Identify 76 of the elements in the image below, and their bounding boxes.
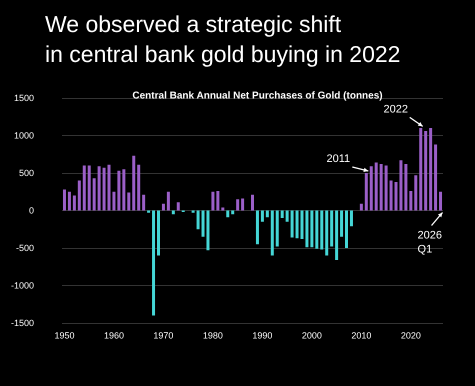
annotation: 2022 [383, 103, 408, 116]
bar [112, 192, 116, 210]
bar [216, 191, 220, 210]
bar [399, 160, 402, 210]
bar [300, 210, 304, 239]
x-tick-label: 1990 [252, 330, 272, 340]
bar [335, 210, 338, 260]
x-tick-label: 2010 [351, 330, 372, 340]
bar [122, 169, 126, 210]
bar [384, 166, 388, 210]
chart-title: We observed a strategic shift in central bank gold buying in 2022 [45, 11, 400, 67]
y-tick-label: -1500 [10, 318, 34, 328]
bar [434, 144, 438, 210]
bar [439, 192, 442, 210]
bar [72, 196, 76, 210]
y-tick-label: 1500 [14, 93, 34, 103]
bar [286, 210, 289, 222]
bar [350, 210, 353, 226]
bar [156, 210, 160, 256]
bar [345, 210, 348, 248]
bar [206, 210, 210, 250]
x-tick-label: 1980 [202, 330, 223, 340]
bar [202, 210, 205, 237]
bar [280, 210, 284, 218]
y-tick-label: 1000 [14, 130, 34, 140]
bar [196, 210, 200, 230]
x-tick-label: 1950 [54, 330, 74, 340]
bar [142, 194, 146, 210]
bar [305, 210, 308, 248]
bar [251, 194, 254, 210]
bar [390, 180, 393, 210]
y-tick-label: 500 [18, 168, 34, 178]
x-tick-label: 2020 [400, 330, 421, 340]
annotation: 2011 [326, 153, 350, 165]
y-tick-label: 0 [28, 206, 34, 216]
bar [108, 164, 111, 210]
bar [236, 199, 240, 210]
x-tick-label: 1960 [104, 330, 124, 340]
bar [360, 204, 363, 210]
bar [166, 192, 170, 210]
bar [429, 128, 432, 210]
bar [221, 208, 224, 210]
bar [404, 164, 408, 210]
bar [162, 204, 165, 210]
bar [241, 198, 244, 210]
annotation: 2026 Q1 [418, 230, 442, 256]
bar [409, 191, 412, 210]
bar [152, 210, 156, 316]
bar [98, 166, 101, 210]
bar [102, 168, 106, 210]
bar [62, 190, 66, 210]
bar [68, 192, 71, 210]
bar [176, 202, 180, 210]
bar [394, 182, 398, 210]
bar [117, 170, 120, 210]
bar [172, 210, 175, 214]
bar [290, 210, 294, 238]
bar [260, 210, 264, 222]
chart-subtitle: Central Bank Annual Net Purchases of Gold (tonnes) [132, 90, 383, 102]
bar [310, 210, 314, 248]
bar [330, 210, 334, 246]
bar [78, 180, 81, 210]
bar [266, 210, 269, 218]
x-tick-label: 2000 [302, 330, 322, 340]
x-tick-label: 1970 [153, 330, 174, 340]
bar [296, 210, 299, 238]
bar [380, 164, 383, 210]
bar [424, 131, 428, 210]
bar [315, 210, 318, 249]
bar [92, 178, 96, 210]
bar [256, 210, 259, 244]
bar [137, 164, 140, 210]
y-tick-label: -1000 [10, 280, 34, 290]
bar [211, 192, 214, 210]
y-tick-label: -500 [16, 243, 34, 253]
bar [340, 210, 344, 237]
